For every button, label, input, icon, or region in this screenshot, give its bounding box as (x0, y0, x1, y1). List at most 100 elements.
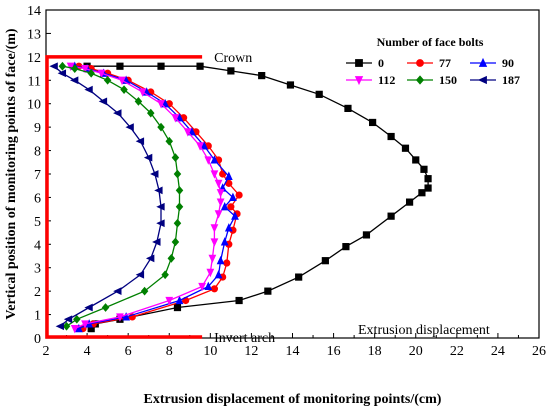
data-point (216, 255, 225, 265)
data-point (156, 202, 165, 211)
y-tick-label: 12 (27, 51, 41, 66)
data-point (224, 223, 233, 232)
data-point (424, 175, 432, 183)
data-point (84, 303, 93, 312)
data-point (369, 118, 377, 127)
y-tick-label: 6 (34, 191, 41, 206)
data-point (74, 323, 83, 333)
data-point (387, 212, 395, 220)
y-tick-label: 14 (27, 4, 41, 19)
data-point (175, 112, 184, 122)
legend-item-187: 187 (470, 73, 520, 87)
data-point (120, 85, 128, 95)
legend: Number of face bolts 0 77 90 112 150 187 (346, 35, 520, 87)
data-point (143, 153, 153, 162)
data-point (134, 97, 143, 106)
y-tick-label: 3 (34, 262, 41, 277)
data-point (116, 62, 124, 70)
data-point (214, 179, 223, 189)
y-tick-label: 11 (28, 74, 41, 89)
data-point (416, 59, 424, 67)
data-point (424, 184, 432, 192)
data-point (220, 237, 229, 246)
data-point (66, 62, 75, 72)
legend-label: 150 (439, 73, 457, 87)
series-line-112 (70, 65, 222, 330)
y-tick-label: 0 (34, 332, 41, 347)
data-point (113, 109, 122, 117)
data-point (220, 202, 229, 211)
legend-label: 77 (439, 56, 451, 70)
data-point (183, 128, 192, 137)
x-tick-label: 20 (409, 344, 423, 359)
data-point (204, 281, 213, 291)
data-point (138, 88, 147, 97)
data-point (362, 231, 371, 239)
legend-label: 90 (502, 56, 514, 70)
data-point (355, 59, 363, 67)
data-point (57, 69, 67, 78)
series-150 (58, 61, 184, 331)
data-point (231, 211, 239, 220)
data-point (122, 312, 130, 321)
y-tick-label: 1 (34, 309, 41, 324)
data-point (229, 192, 237, 202)
data-point (198, 282, 206, 292)
data-point (210, 238, 219, 247)
data-point (342, 243, 350, 251)
tunnel-outline (45, 55, 203, 339)
data-point (147, 108, 155, 118)
y-axis-label: Vertical position of monitoring points o… (4, 28, 19, 319)
data-point (63, 315, 73, 324)
x-tick-label: 6 (125, 344, 132, 359)
data-point (405, 198, 414, 206)
data-point (84, 85, 93, 94)
data-point (344, 104, 352, 113)
data-point (196, 62, 204, 70)
data-point (87, 68, 95, 78)
data-point (208, 254, 217, 264)
data-point (62, 321, 71, 331)
data-point (49, 62, 58, 71)
legend-item-150: 150 (407, 73, 457, 87)
y-tick-label: 8 (34, 145, 41, 160)
series-line-0 (87, 65, 429, 330)
data-point (145, 254, 155, 263)
data-point (200, 141, 209, 150)
x-tick-label: 8 (166, 344, 173, 359)
x-axis-label: Extrusion displacement of monitoring poi… (144, 392, 442, 407)
data-point (113, 287, 122, 296)
data-point (321, 257, 329, 265)
data-point (219, 170, 227, 178)
y-tick-label: 2 (34, 285, 41, 300)
legend-label: 0 (378, 56, 384, 70)
legend-title: Number of face bolts (377, 35, 484, 49)
legend-item-112: 112 (346, 73, 395, 87)
data-point (175, 202, 184, 212)
invert-arch-annotation: Invert arch (214, 331, 275, 346)
data-point (264, 287, 272, 295)
x-tick-label: 24 (491, 344, 505, 359)
x-tick-label: 14 (286, 344, 300, 359)
data-point (97, 69, 106, 79)
data-point (214, 210, 223, 219)
tunnel-outline-line (45, 55, 203, 339)
x-tick-label: 10 (203, 344, 217, 359)
x-tick-label: 26 (532, 344, 546, 359)
data-point (354, 76, 364, 86)
series-group (49, 61, 432, 334)
data-point (224, 171, 233, 180)
x-tick-label: 12 (244, 344, 258, 359)
data-point (216, 198, 225, 207)
data-point (125, 123, 134, 132)
data-point (156, 219, 165, 228)
data-point (387, 132, 395, 141)
data-point (210, 285, 219, 293)
data-point (140, 286, 149, 296)
data-point (210, 155, 219, 164)
data-point (81, 320, 89, 329)
x-tick-label: 16 (327, 344, 341, 359)
data-point (258, 72, 266, 80)
crown-annotation: Crown (214, 51, 252, 66)
data-point (55, 322, 64, 331)
